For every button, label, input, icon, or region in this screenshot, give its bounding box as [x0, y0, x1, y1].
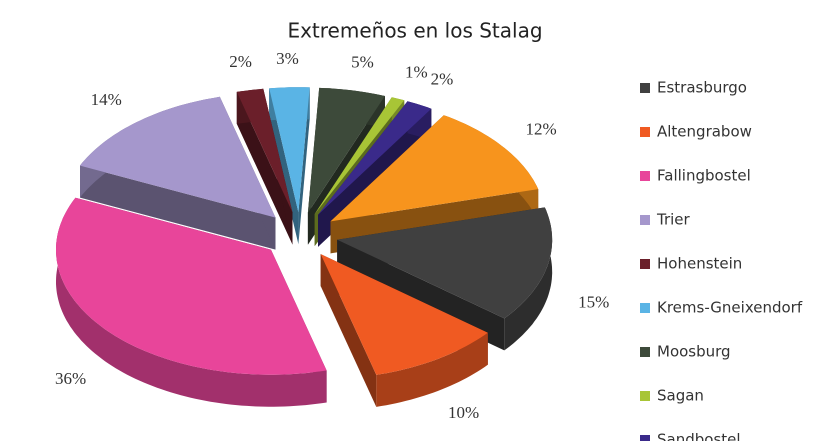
- legend-label: Estrasburgo: [657, 79, 747, 97]
- legend-label: Fallingbostel: [657, 167, 751, 185]
- slice-side: [320, 254, 377, 407]
- data-label: 5%: [351, 52, 374, 71]
- slice: [320, 254, 488, 407]
- legend-label: Sandbostel: [657, 431, 741, 441]
- data-label: 36%: [55, 369, 86, 388]
- slice-top: [314, 97, 405, 214]
- slice-side: [269, 88, 299, 245]
- legend-label: Altengrabow: [657, 123, 752, 141]
- data-label: 12%: [526, 119, 557, 138]
- slice-top: [80, 96, 276, 218]
- data-label: 2%: [229, 52, 252, 71]
- data-label: 1%: [405, 62, 428, 81]
- data-label: 14%: [91, 90, 122, 109]
- slice: [330, 115, 539, 254]
- slice-side: [504, 207, 553, 351]
- chart-title: Extremeños en los Stalag: [287, 19, 542, 43]
- slice-top: [56, 197, 327, 375]
- legend-label: Krems-Gneixendorf: [657, 299, 803, 317]
- pie: [56, 87, 553, 407]
- slice: [236, 88, 293, 245]
- slice: [80, 96, 276, 250]
- legend-swatch: [640, 83, 650, 93]
- slice-top: [236, 88, 293, 213]
- data-label: 10%: [448, 403, 479, 422]
- slice-top: [318, 101, 432, 215]
- legend-swatch: [640, 171, 650, 181]
- legend-swatch: [640, 127, 650, 137]
- slice-side: [56, 197, 327, 407]
- legend-swatch: [640, 303, 650, 313]
- data-label: 2%: [431, 69, 454, 88]
- slice-top: [330, 115, 539, 222]
- legend-label: Moosburg: [657, 343, 731, 361]
- slice-top: [307, 87, 385, 213]
- legend-swatch: [640, 347, 650, 357]
- data-label: 15%: [578, 292, 609, 311]
- legend-label: Sagan: [657, 387, 704, 405]
- legend-label: Hohenstein: [657, 255, 742, 273]
- slice-side: [236, 91, 293, 245]
- slice-side: [376, 332, 488, 407]
- slice-side: [80, 165, 276, 250]
- slice-side: [298, 87, 310, 245]
- legend-swatch: [640, 435, 650, 441]
- slice: [269, 87, 310, 245]
- legend-label: Trier: [656, 211, 691, 229]
- legend-swatch: [640, 391, 650, 401]
- slice-top: [337, 207, 553, 319]
- slice-top: [320, 254, 488, 375]
- slice: [56, 197, 327, 407]
- legend-swatch: [640, 259, 650, 269]
- data-label: 3%: [276, 49, 299, 68]
- slice-top: [269, 87, 310, 213]
- legend-swatch: [640, 215, 650, 225]
